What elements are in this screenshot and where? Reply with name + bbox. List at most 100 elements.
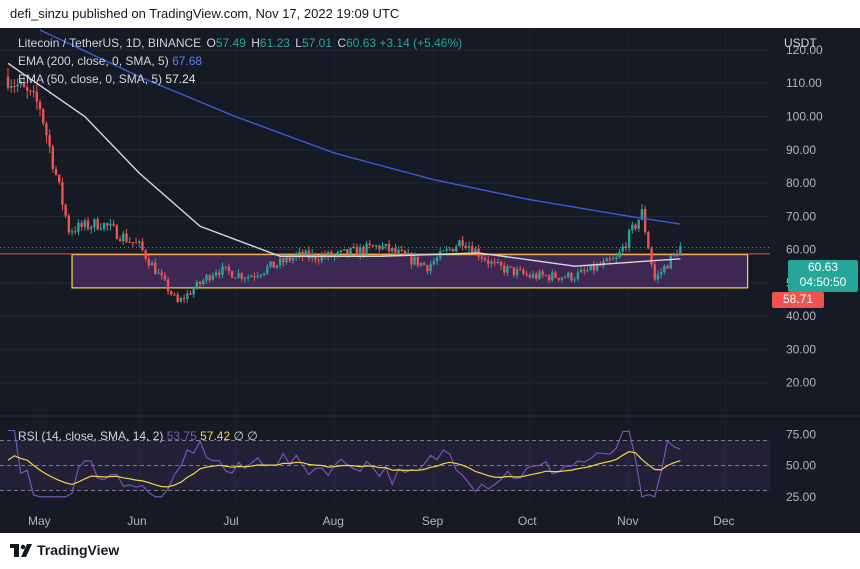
- tradingview-logo-icon: [10, 543, 32, 557]
- candle-body: [54, 168, 58, 175]
- candle-body: [608, 258, 612, 260]
- candle-body: [330, 251, 333, 258]
- candle-body: [579, 269, 583, 273]
- candle-body: [35, 91, 39, 102]
- candle-body: [109, 223, 112, 226]
- candle-body: [419, 262, 423, 266]
- candle-body: [138, 241, 141, 243]
- candle-body: [234, 277, 237, 279]
- candle-body: [445, 249, 448, 251]
- candle-body: [656, 274, 660, 280]
- candle-body: [64, 204, 67, 216]
- change-value: +3.14 (+5.46%): [379, 36, 463, 50]
- last-price-value: 60.63: [807, 260, 839, 274]
- tradingview-brand[interactable]: TradingView: [10, 542, 119, 558]
- candle-body: [547, 275, 551, 281]
- low-label: L: [295, 36, 302, 50]
- candle-body: [506, 266, 509, 273]
- candle-body: [285, 256, 288, 263]
- candle-body: [26, 87, 29, 91]
- candle-body: [195, 281, 199, 290]
- open-label: O: [206, 36, 216, 50]
- candle-body: [51, 146, 55, 169]
- candle-body: [634, 224, 637, 229]
- candle-body: [567, 272, 570, 278]
- price-chart[interactable]: 120.00 110.00 100.00 90.00 80.00 70.00 60.00 50…: [0, 28, 860, 533]
- high-value: 61.23: [259, 36, 290, 50]
- candle-body: [250, 275, 253, 278]
- candle-body: [269, 261, 272, 267]
- candle-body: [519, 269, 522, 271]
- candle-body: [560, 277, 564, 280]
- candle-body: [605, 258, 608, 262]
- candle-body: [6, 76, 10, 88]
- candle-body: [202, 280, 205, 284]
- candle-body: [186, 293, 189, 300]
- candle-body: [298, 251, 301, 255]
- candle-body: [538, 271, 541, 279]
- candle-body: [227, 266, 231, 272]
- rsi-tick-label: 75.00: [786, 427, 816, 441]
- candle-body: [19, 81, 23, 85]
- candle-body: [583, 269, 586, 272]
- candle-body: [29, 90, 32, 92]
- candle-body: [378, 245, 381, 250]
- candle-body: [448, 248, 452, 250]
- candle-body: [179, 298, 183, 302]
- candle-body: [653, 264, 656, 280]
- candle-body: [339, 250, 343, 252]
- close-label: C: [337, 36, 347, 50]
- candle-body: [253, 275, 256, 277]
- candle-body: [86, 220, 90, 229]
- x-tick-label: Aug: [323, 514, 344, 528]
- candle-body: [326, 251, 330, 257]
- candle-body: [83, 220, 87, 227]
- candle-body: [394, 247, 397, 253]
- ema200-value: 67.68: [172, 54, 203, 68]
- candle-body: [275, 265, 279, 268]
- rsi-ma-value: 57.42: [200, 429, 231, 443]
- candle-body: [262, 273, 266, 275]
- candle-body: [384, 244, 387, 247]
- candle-body: [541, 271, 544, 276]
- ema-layer: [7, 29, 681, 267]
- chart-frame[interactable]: 120.00 110.00 100.00 90.00 80.00 70.00 60.00 50…: [0, 28, 860, 533]
- candle-body: [134, 242, 138, 244]
- candle-body: [317, 259, 320, 261]
- x-tick-label: Oct: [518, 514, 537, 528]
- candle-body: [154, 262, 157, 275]
- candle-body: [647, 232, 650, 249]
- footer: TradingView: [0, 533, 860, 569]
- candle-body: [90, 227, 93, 229]
- candle-body: [618, 251, 621, 258]
- candle-body: [80, 222, 83, 227]
- rsi-extra: ∅ ∅: [233, 429, 258, 443]
- candle-body: [256, 275, 259, 277]
- candle-body: [640, 209, 644, 220]
- low-value: 57.01: [301, 36, 333, 50]
- candle-body: [557, 277, 560, 280]
- x-tick-label: Dec: [713, 514, 734, 528]
- candle-body: [163, 275, 167, 280]
- candle-body: [595, 264, 599, 271]
- candle-body: [342, 249, 346, 251]
- candle-body: [451, 248, 455, 252]
- candle-body: [407, 253, 410, 255]
- rsi-layer: [0, 429, 770, 498]
- candle-body: [432, 261, 436, 265]
- candle-body: [528, 274, 532, 278]
- candle-body: [679, 246, 682, 256]
- candle-body: [349, 248, 352, 255]
- candle-body: [515, 269, 519, 275]
- support-zone-layer: [0, 247, 770, 289]
- candle-body: [45, 123, 48, 136]
- candle-body: [112, 223, 115, 226]
- candle-body: [458, 240, 461, 247]
- candle-body: [525, 273, 528, 275]
- candle-body: [67, 215, 71, 233]
- level-price-tag: 58.71: [772, 292, 824, 308]
- close-value: 60.63: [346, 36, 377, 50]
- rsi-legend: RSI (14, close, SMA, 14, 2) 53.75 57.42 …: [18, 429, 258, 443]
- rsi-line: [8, 429, 681, 498]
- candle-body: [192, 289, 195, 295]
